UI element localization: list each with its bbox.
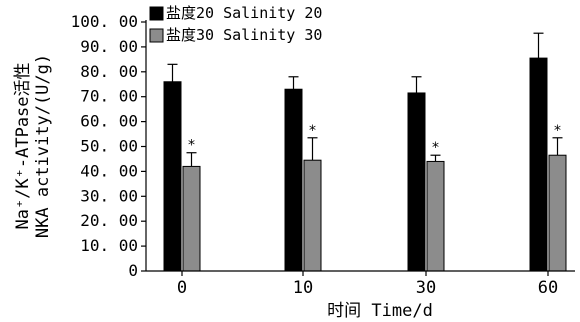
y-tick-label: 60. 00 — [80, 112, 138, 131]
plot-area: * * * * — [163, 32, 567, 272]
significance-mark: * — [432, 140, 439, 156]
y-tick-label: 20. 00 — [80, 211, 138, 230]
bar-s1-60 — [529, 57, 548, 272]
legend-label-2: 盐度30 Salinity 30 — [166, 26, 322, 44]
significance-mark: * — [188, 138, 195, 154]
y-tick-label: 70. 00 — [80, 87, 138, 106]
legend-swatch-1 — [149, 6, 164, 21]
bar-s1-10 — [284, 88, 303, 272]
x-tick-label: 10 — [293, 278, 313, 298]
y-tick-label: 30. 00 — [80, 186, 138, 205]
x-axis-title: 时间 Time/d — [327, 301, 433, 321]
x-tick-label: 0 — [177, 278, 187, 298]
bar-s1-30 — [407, 92, 426, 272]
y-tick-label: 40. 00 — [80, 161, 138, 180]
bar-s2-30 — [426, 160, 445, 272]
y-tick-label: 50. 00 — [80, 137, 138, 156]
y-tick-label: 90. 00 — [80, 37, 138, 56]
x-tick-label: 60 — [538, 278, 558, 298]
y-tick-label: 0 — [128, 261, 138, 280]
legend-swatch-2 — [149, 28, 164, 43]
y-tick-label: 10. 00 — [80, 236, 138, 255]
significance-mark: * — [309, 123, 316, 139]
bar-s1-0 — [163, 81, 182, 272]
bar-s2-0 — [182, 165, 201, 272]
legend: 盐度20 Salinity 20 盐度30 Salinity 30 — [149, 4, 322, 44]
significance-mark: * — [554, 123, 561, 139]
y-tick-label: 80. 00 — [80, 62, 138, 81]
axis-titles: 时间 Time/d Na⁺/K⁺-ATPase活性 NKA activity/(U/… — [13, 54, 433, 321]
bar-s2-60 — [548, 154, 567, 272]
y-axis-title-line2: NKA activity/(U/g) — [33, 54, 53, 238]
bar-s2-10 — [303, 159, 322, 272]
legend-label-1: 盐度20 Salinity 20 — [166, 4, 322, 22]
y-tick-label: 100. 00 — [71, 12, 138, 31]
y-axis-title-line1: Na⁺/K⁺-ATPase活性 — [13, 62, 33, 229]
axes: 0 10. 00 20. 00 30. 00 40. 00 50. 00 60. 00 70.… — [71, 12, 575, 298]
x-tick-label: 30 — [416, 278, 436, 298]
